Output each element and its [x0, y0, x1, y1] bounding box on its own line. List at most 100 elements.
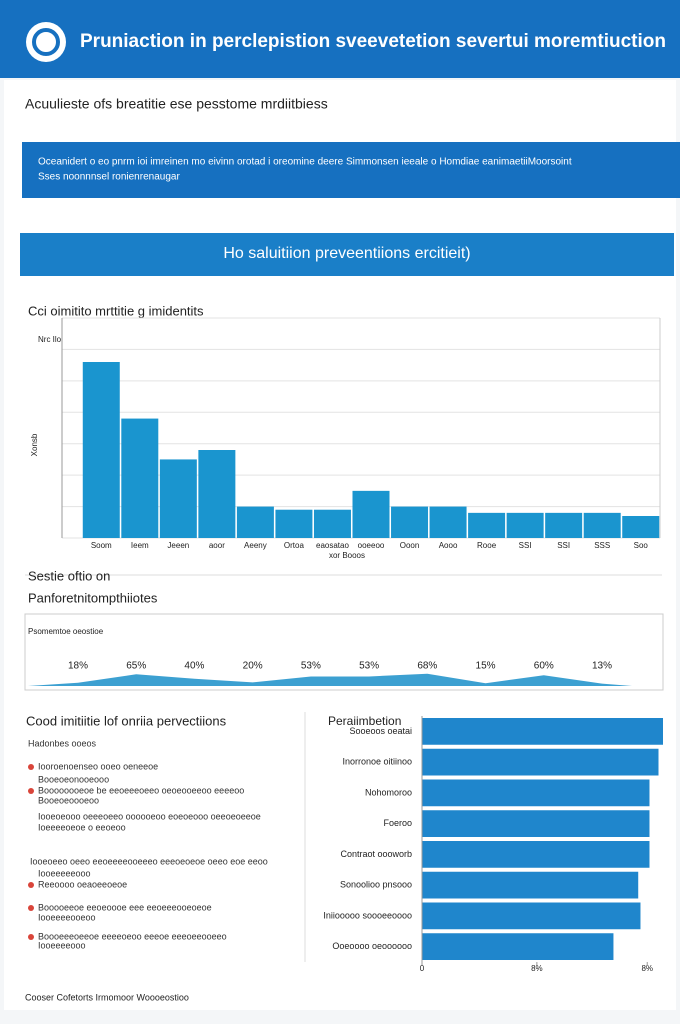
list-item: Ioeeeeoeoe o eeoeoo	[38, 822, 126, 832]
bar	[82, 362, 120, 538]
value-label: 40%	[184, 661, 204, 672]
list-item: Iooeoeeo oeeo eeoeeeeooeeeo eeeoeoeoe oe…	[30, 856, 268, 866]
bar	[352, 490, 390, 538]
x-tick-label: Jeeen	[167, 541, 189, 550]
x-tick-label: SSS	[594, 541, 610, 550]
x-tick-label: eaosatao	[316, 541, 349, 550]
subtitle: Acuulieste ofs breatitie ese pesstome mr…	[25, 96, 328, 112]
list-item: Iooeeeeeooo	[38, 868, 91, 878]
x-tick-label: Ieem	[131, 541, 149, 550]
bar	[159, 459, 197, 538]
x-tick-label: Aooo	[439, 541, 458, 550]
section-title: Sestie oftio on	[28, 568, 110, 583]
bar	[545, 512, 583, 538]
bar	[313, 509, 351, 538]
x-label: xor Booos	[329, 551, 365, 560]
logo	[26, 22, 66, 62]
list-title: Cood imitiitie lof onriia pervectiions	[26, 713, 227, 728]
bullet	[28, 905, 34, 911]
x-tick-label: SSI	[519, 541, 532, 550]
bar	[391, 506, 429, 538]
y-tick-label: Ooeoooo oeoooooo	[332, 941, 412, 951]
bar	[236, 506, 274, 538]
bar	[422, 902, 641, 930]
list-item: Boooooooeoe be eeoeeeoeeo oeoeooeeoo eee…	[38, 785, 244, 795]
y-label: Xonsb	[30, 433, 39, 456]
bullet	[28, 788, 34, 794]
x-tick-label: Ortoa	[284, 541, 305, 550]
banner-line: Oceanidert o eo pnrm ioi imreinen mo eiv…	[38, 157, 572, 168]
bullet	[28, 934, 34, 940]
list-item: Hadonbes ooeos	[28, 738, 97, 748]
chart-title: Cci oimitito mrttitie g imidentits	[28, 303, 204, 318]
x-tick-label: Aeeny	[244, 541, 267, 550]
bar	[468, 512, 506, 538]
bar	[422, 933, 614, 960]
y-tick-label: Sooeoos oeatai	[349, 726, 412, 736]
footer: Cooser Cofetorts Irmomoor Woooeostioo	[25, 992, 189, 1002]
x-tick-label: 0	[420, 964, 425, 973]
value-label: 65%	[126, 661, 146, 672]
value-label: 68%	[417, 661, 437, 672]
section-subtitle: Panforetnitompthiiotes	[28, 590, 158, 605]
x-tick-label: Rooe	[477, 541, 497, 550]
bar	[275, 509, 313, 538]
y-unit: Nrc Ilo	[38, 335, 62, 344]
section-banner-text: Ho saluitiion preveentiions ercitieit)	[223, 245, 470, 262]
bullet	[28, 764, 34, 770]
x-tick-label: SSI	[557, 541, 570, 550]
bar	[422, 748, 659, 776]
y-tick-label: Inorronoe oitiinoo	[342, 757, 412, 767]
section-banner	[20, 233, 674, 276]
bar	[422, 871, 639, 899]
bar	[422, 810, 650, 837]
bullet	[28, 882, 34, 888]
y-tick-label: Contraot oooworb	[340, 849, 412, 859]
bar	[506, 512, 544, 538]
value-label: 53%	[301, 661, 321, 672]
value-label: 53%	[359, 661, 379, 672]
x-tick-label: Soo	[634, 541, 649, 550]
logo-ring	[32, 28, 60, 56]
list-item: Boooeeeoeeoe eeeeoeoo eeeoe eeeoeeooeeo	[38, 931, 227, 941]
x-tick-label: ooeeoo	[358, 541, 385, 550]
list-item: Reeoooo oeaoeeoeoe	[38, 879, 127, 889]
banner-line: Sses noonnnsel ronienrenaugar	[38, 172, 180, 183]
list-item: Booooeeoe eeoeoooe eee eeoeeeooeoeoe	[38, 902, 212, 912]
area	[28, 673, 632, 686]
list-item: Iooeoeooo oeeeoeeo oooooeoo eoeoeooo oee…	[38, 811, 261, 821]
x-tick-label: Ooon	[400, 541, 420, 550]
bar	[198, 450, 236, 538]
banner	[22, 142, 680, 198]
x-tick-label: 8%	[531, 964, 543, 973]
header-title: Pruniaction in perclepistion sveevetetio…	[80, 31, 666, 52]
x-tick-label: Soom	[91, 541, 112, 550]
list-item: Iooroenoenseo ooeo oeneeoe	[38, 761, 158, 771]
list-item: Iooeeeeooeoo	[38, 912, 96, 922]
bar	[422, 779, 650, 807]
list: Hadonbes ooeos Iooroenoenseo ooeo oeneeo…	[28, 738, 268, 950]
list-item: Iooeeeeooo	[38, 940, 86, 950]
x-tick-label: 8%	[641, 964, 653, 973]
bar	[422, 841, 650, 868]
x-tick-label: aoor	[209, 541, 225, 550]
value-label: 15%	[476, 661, 496, 672]
header-bar	[0, 0, 680, 78]
y-tick-label: Sonoolioo pnsooo	[340, 880, 412, 890]
list-item: Booeoeonooeooo	[38, 774, 109, 784]
value-label: 13%	[592, 661, 612, 672]
y-tick-label: Foeroo	[383, 818, 412, 828]
chart-label: Psomemtoe oeostioe	[28, 627, 104, 636]
bar	[121, 418, 159, 538]
value-label: 18%	[68, 661, 88, 672]
list-item: Booeoeoooeoo	[38, 795, 99, 805]
y-tick-label: Iniiooooo soooeeoooo	[323, 910, 412, 920]
y-tick-label: Nohomoroo	[365, 787, 412, 797]
bar	[422, 718, 663, 745]
bar	[583, 512, 621, 538]
bar	[429, 506, 467, 538]
value-label: 20%	[243, 661, 263, 672]
chart-title: Peraiimbetion	[328, 714, 401, 728]
value-label: 60%	[534, 661, 554, 672]
